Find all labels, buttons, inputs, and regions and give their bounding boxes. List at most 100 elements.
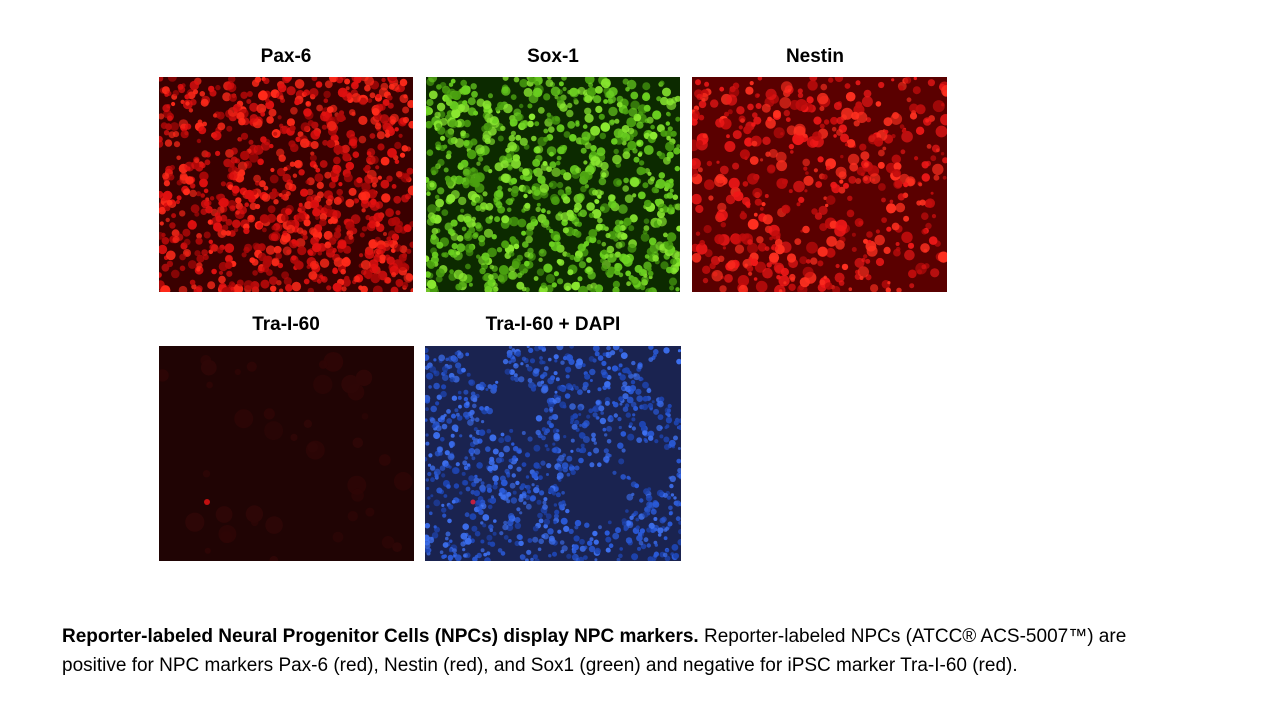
texture bbox=[238, 137, 243, 142]
texture bbox=[521, 230, 527, 236]
texture bbox=[676, 144, 680, 149]
texture bbox=[192, 89, 199, 95]
texture bbox=[294, 260, 304, 270]
texture bbox=[283, 277, 292, 286]
texture bbox=[678, 520, 681, 525]
texture bbox=[562, 356, 568, 361]
texture bbox=[916, 200, 922, 206]
texture bbox=[549, 398, 553, 403]
texture bbox=[601, 264, 608, 272]
texture bbox=[521, 462, 527, 467]
texture bbox=[549, 407, 554, 412]
texture bbox=[906, 97, 912, 103]
texture bbox=[427, 261, 436, 269]
texture bbox=[489, 434, 497, 442]
texture bbox=[663, 528, 668, 532]
texture bbox=[647, 556, 654, 561]
texture bbox=[473, 477, 480, 484]
texture bbox=[159, 272, 162, 278]
texture bbox=[588, 82, 594, 88]
texture bbox=[326, 106, 334, 113]
texture bbox=[600, 369, 607, 376]
texture bbox=[273, 245, 282, 254]
texture bbox=[775, 151, 787, 163]
caption-text: Reporter-labeled NPCs (ATCC® ACS-5007™) … bbox=[62, 626, 1127, 676]
texture bbox=[560, 360, 565, 365]
texture bbox=[558, 386, 564, 391]
texture bbox=[802, 266, 814, 278]
texture bbox=[450, 175, 458, 182]
texture bbox=[345, 161, 355, 171]
texture bbox=[539, 183, 550, 193]
texture bbox=[159, 369, 169, 382]
texture bbox=[333, 257, 344, 267]
texture bbox=[549, 161, 557, 169]
texture bbox=[844, 83, 851, 89]
texture bbox=[797, 88, 803, 94]
texture bbox=[338, 240, 347, 249]
texture bbox=[657, 533, 662, 537]
texture bbox=[833, 102, 842, 110]
texture bbox=[578, 413, 582, 416]
texture bbox=[519, 511, 523, 515]
texture bbox=[554, 390, 558, 394]
texture bbox=[256, 103, 267, 114]
texture bbox=[442, 513, 447, 518]
texture bbox=[441, 507, 447, 513]
texture bbox=[220, 230, 227, 236]
texture bbox=[848, 287, 853, 291]
texture bbox=[622, 185, 629, 192]
texture bbox=[633, 156, 640, 163]
texture bbox=[556, 429, 560, 433]
texture bbox=[814, 212, 823, 220]
texture bbox=[921, 173, 930, 182]
texture bbox=[450, 78, 456, 84]
texture bbox=[692, 158, 701, 170]
texture bbox=[401, 252, 408, 259]
texture bbox=[200, 162, 206, 169]
texture bbox=[316, 181, 324, 189]
texture bbox=[601, 241, 607, 247]
texture bbox=[526, 346, 530, 349]
texture bbox=[643, 218, 650, 224]
texture bbox=[435, 141, 442, 148]
texture bbox=[904, 77, 912, 84]
texture bbox=[273, 131, 278, 136]
texture bbox=[582, 124, 588, 129]
texture bbox=[738, 125, 743, 130]
texture bbox=[532, 525, 539, 532]
texture bbox=[614, 263, 623, 272]
texture bbox=[546, 112, 552, 118]
texture bbox=[578, 406, 583, 411]
texture bbox=[309, 260, 319, 270]
texture bbox=[631, 360, 636, 366]
texture bbox=[625, 270, 632, 277]
texture bbox=[618, 204, 628, 214]
texture bbox=[261, 193, 271, 202]
texture bbox=[465, 352, 470, 357]
texture bbox=[942, 157, 947, 164]
texture bbox=[482, 134, 491, 143]
texture bbox=[553, 434, 560, 442]
texture bbox=[604, 400, 610, 406]
texture bbox=[312, 207, 321, 217]
texture bbox=[258, 90, 268, 101]
texture bbox=[398, 261, 408, 271]
texture bbox=[612, 280, 620, 288]
texture bbox=[318, 360, 328, 369]
texture bbox=[229, 93, 237, 102]
texture bbox=[196, 254, 205, 263]
texture bbox=[403, 224, 412, 233]
texture bbox=[464, 456, 468, 460]
texture bbox=[520, 554, 526, 561]
texture bbox=[666, 232, 677, 242]
texture bbox=[587, 271, 596, 280]
texture bbox=[473, 110, 479, 116]
texture bbox=[229, 205, 236, 212]
texture bbox=[621, 521, 627, 526]
texture bbox=[225, 230, 232, 236]
texture bbox=[260, 136, 267, 143]
texture bbox=[878, 81, 885, 89]
texture bbox=[171, 101, 176, 107]
texture bbox=[732, 130, 742, 140]
